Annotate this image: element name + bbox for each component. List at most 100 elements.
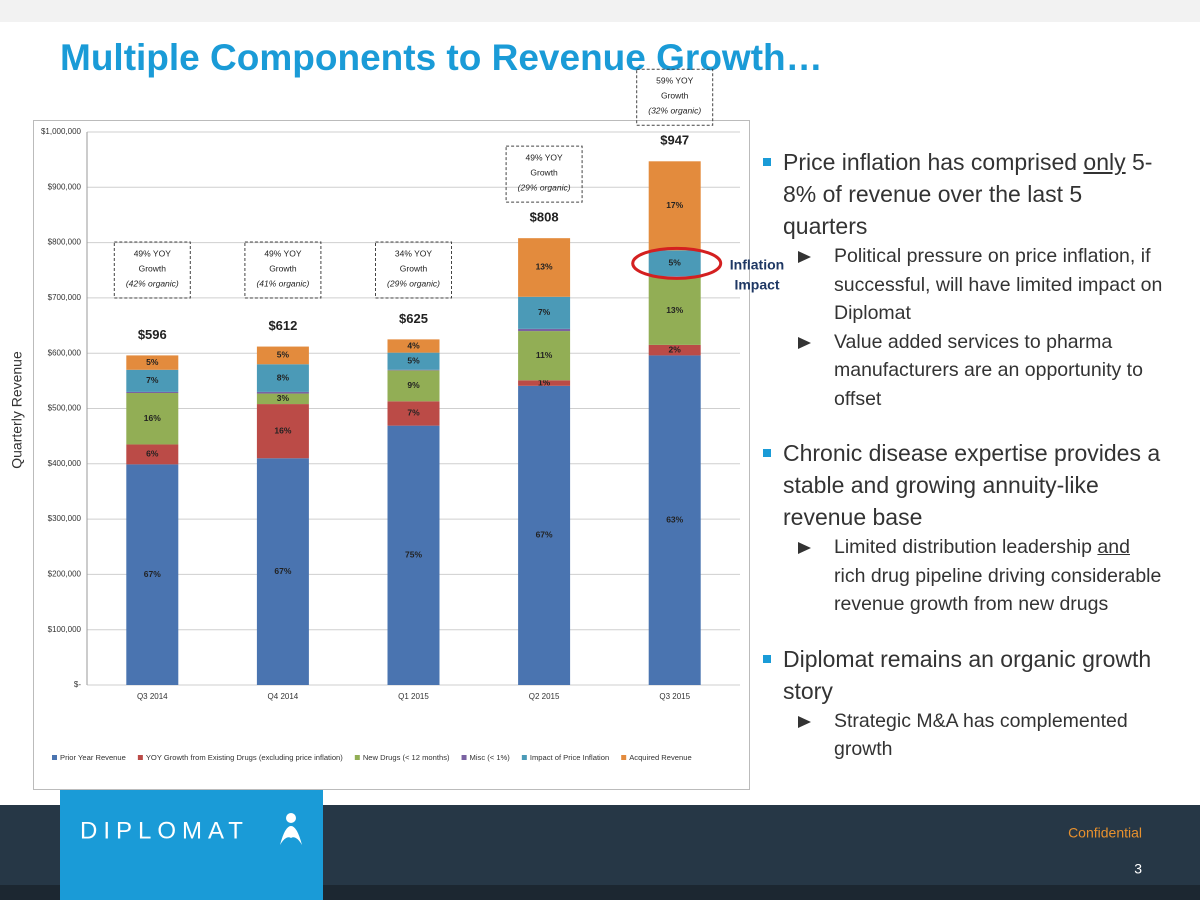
bullet-text: Diplomat remains an organic growth story (783, 643, 1168, 707)
bar-segment (518, 328, 571, 332)
text-run: rich drug pipeline driving considerable … (834, 564, 1162, 616)
bar-segment (256, 391, 309, 394)
segment-label: 7% (538, 307, 551, 317)
legend-label: YOY Growth from Existing Drugs (excludin… (146, 753, 343, 762)
y-tick-label: $500,000 (48, 404, 82, 413)
text-run: Chronic disease expertise provides a sta… (783, 440, 1161, 530)
x-tick-label: Q3 2015 (659, 692, 690, 701)
segment-label: 7% (407, 408, 420, 418)
text-run: Price inflation has comprised (783, 149, 1084, 175)
bullet-marker (763, 158, 771, 166)
sub-bullet: Political pressure on price inflation, i… (760, 242, 1164, 328)
segment-label: 13% (666, 305, 683, 315)
sub-bullet: Value added services to pharma manufactu… (760, 328, 1164, 414)
bar-segment (648, 344, 701, 356)
bullet-text: Chronic disease expertise provides a sta… (783, 437, 1168, 533)
legend-label: Impact of Price Inflation (530, 753, 609, 762)
bar-segment (387, 352, 440, 370)
sub-bullet: Limited distribution leadership and rich… (760, 533, 1164, 619)
segment-label: 7% (146, 375, 159, 385)
slide-title: Multiple Components to Revenue Growth… (60, 37, 823, 78)
bar-segment (126, 444, 179, 465)
confidential: Confidential (1068, 825, 1142, 841)
total-label: $625 (399, 311, 428, 326)
annotation-text: (32% organic) (648, 106, 701, 116)
bar-segment (387, 401, 440, 426)
legend-swatch (521, 755, 527, 760)
annotation-text: (29% organic) (387, 278, 440, 288)
y-tick-label: $900,000 (48, 182, 82, 191)
bar-segment (518, 238, 571, 297)
text-run: Strategic M&A has complemented growth (834, 709, 1128, 761)
x-tick-label: Q2 2015 (529, 692, 560, 701)
legend-swatch (354, 755, 360, 760)
bullet: Chronic disease expertise provides a sta… (760, 437, 1180, 619)
bar-segment (387, 339, 440, 353)
x-tick-label: Q1 2015 (398, 692, 429, 701)
segment-label: 1% (538, 377, 551, 387)
callout-ring (631, 246, 723, 280)
annotation-text: (29% organic) (518, 182, 571, 192)
text-run: and (1097, 536, 1130, 558)
y-tick-label: $700,000 (48, 293, 82, 302)
annotation-box (505, 145, 583, 203)
sub-bullet: Strategic M&A has complemented growth (760, 707, 1164, 764)
callout-text: Inflation (730, 257, 784, 273)
top-band (0, 0, 1200, 22)
segment-label: 13% (536, 262, 553, 272)
bar-segment (648, 276, 701, 345)
bar-segment (648, 355, 701, 685)
bar-segment (126, 391, 179, 394)
bullet: Diplomat remains an organic growth story… (760, 643, 1180, 764)
segment-label: 4% (407, 340, 420, 350)
segment-label: 8% (277, 372, 290, 382)
segment-label: 63% (666, 514, 683, 524)
total-label: $612 (268, 318, 297, 333)
annotation-text: Growth (400, 263, 428, 273)
legend-label: Acquired Revenue (629, 753, 691, 762)
y-tick-label: $1,000,000 (41, 127, 82, 136)
bullet-marker (763, 654, 771, 663)
total-label: $808 (530, 210, 559, 225)
segment-label: 11% (536, 350, 553, 360)
segment-label: 5% (407, 355, 420, 365)
text-run: Value added services to pharma manufactu… (834, 330, 1143, 410)
text-run: 5-8% of revenue over the last 5 quarters (783, 149, 1153, 239)
bar-segment (387, 425, 440, 685)
bar-segment (126, 355, 179, 370)
bar-segment (256, 393, 309, 405)
legend-swatch (137, 755, 143, 760)
segment-label: 9% (407, 380, 420, 390)
x-tick-label: Q4 2014 (268, 692, 299, 701)
annotation-text: Growth (530, 167, 558, 177)
legend-label: New Drugs (< 12 months) (363, 753, 450, 762)
page-number: 3 (1134, 861, 1142, 877)
bullet-marker (763, 449, 771, 457)
annotation-box (244, 241, 322, 299)
segment-label: 5% (146, 357, 159, 367)
sub-bullet-marker (798, 715, 811, 728)
callout-text: Impact (734, 277, 779, 293)
bar-segment (518, 385, 571, 685)
segment-label: 6% (146, 449, 159, 459)
bar-segment (126, 393, 179, 445)
legend-swatch (52, 755, 57, 760)
y-tick-label: $200,000 (48, 570, 82, 579)
annotation-text: 49% YOY (134, 248, 172, 258)
bar-segment (126, 369, 179, 392)
segment-label: 5% (669, 258, 682, 268)
text-run: only (1083, 149, 1126, 175)
logo-box (60, 790, 323, 900)
y-tick-label: $300,000 (48, 514, 82, 523)
text-run: Political pressure on price inflation, i… (834, 245, 1163, 324)
legend-label: Prior Year Revenue (60, 753, 126, 762)
annotation-box (113, 241, 191, 299)
bar-segment (518, 331, 571, 381)
y-axis-label: Quarterly Revenue (9, 351, 25, 469)
y-tick-label: $- (74, 680, 81, 689)
bar-segment (126, 464, 179, 685)
sub-bullet-marker (798, 542, 811, 554)
sub-bullet-marker (798, 251, 811, 263)
